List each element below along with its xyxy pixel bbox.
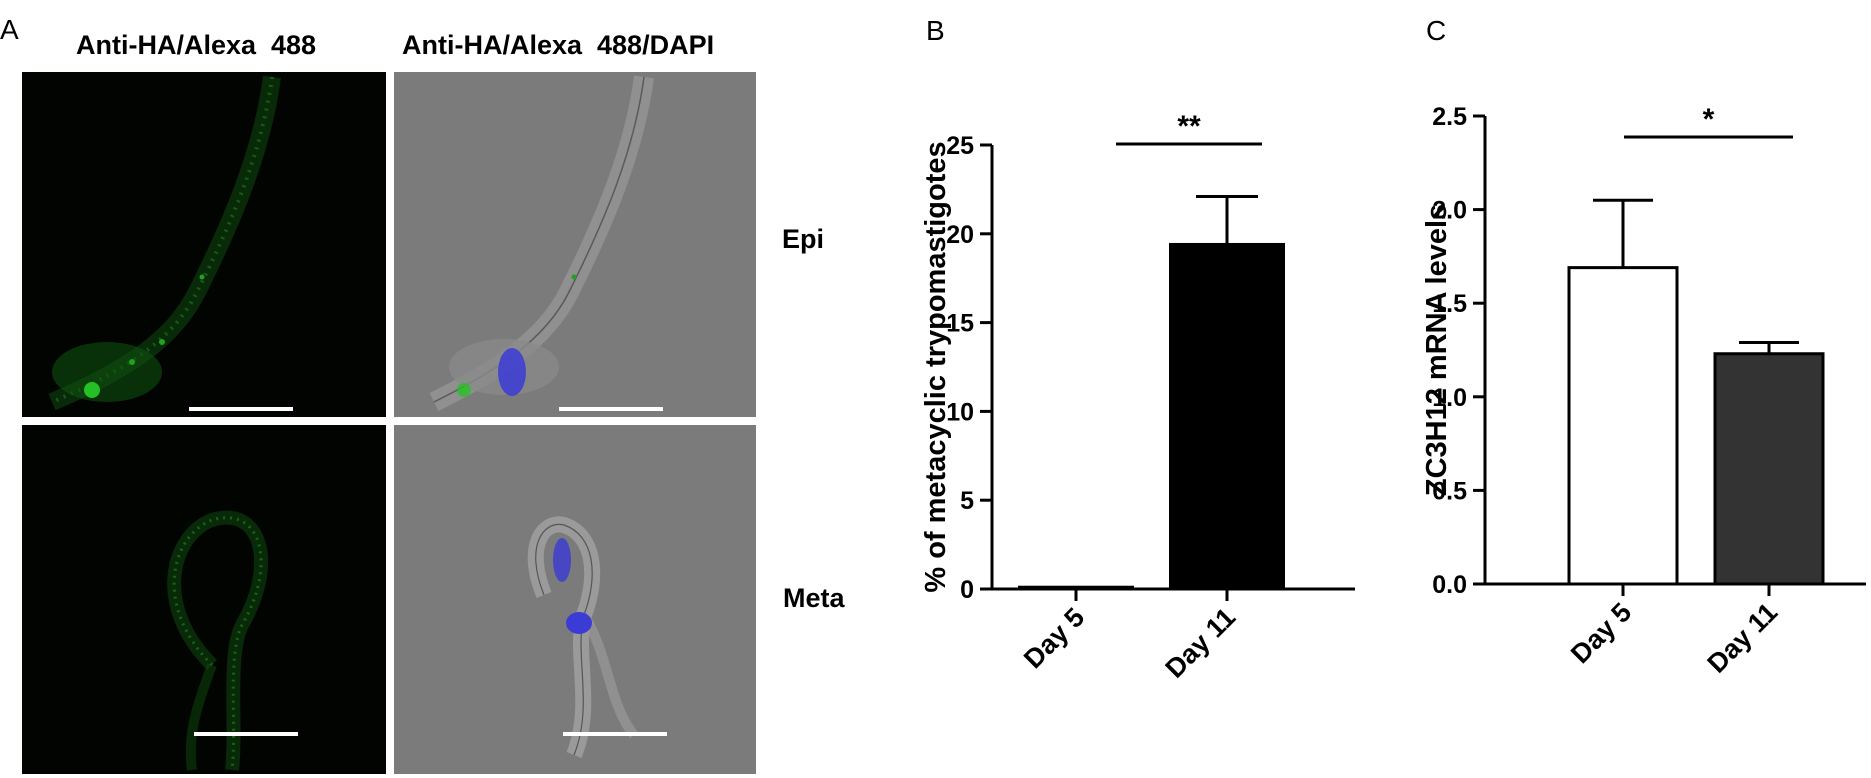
meta-merge-cell: [527, 516, 638, 758]
y-tick-label: 5: [960, 487, 974, 515]
micrograph-epi-fluorescence: [22, 72, 386, 417]
epi-merge-cell: [429, 75, 654, 411]
significance-marker: *: [1703, 103, 1715, 136]
y-axis-label: ZC3H12 mRNA levels: [1421, 204, 1453, 496]
y-tick-label: 25: [946, 132, 974, 160]
bar: [1169, 242, 1285, 591]
scale-bar: [189, 407, 293, 411]
y-tick-label: 20: [946, 221, 974, 249]
row-label-meta: Meta: [783, 583, 845, 613]
y-tick-label: 0: [960, 576, 974, 604]
x-tick-label: Day 5: [1018, 602, 1090, 674]
x-tick-label: Day 5: [1565, 597, 1637, 669]
micrograph-meta-fluorescence: [22, 425, 386, 774]
panel-a-letter: A: [0, 14, 19, 45]
panel-b-letter: B: [926, 15, 945, 46]
scale-bar: [563, 732, 667, 736]
x-tick-label: Day 11: [1702, 597, 1784, 679]
scale-bar: [194, 732, 298, 736]
significance-marker: **: [1177, 110, 1201, 143]
y-tick-label: 2.0: [1432, 197, 1467, 225]
epi-fluorescence-cell: [48, 75, 281, 411]
y-tick-label: 15: [946, 310, 974, 338]
bar: [1567, 266, 1679, 586]
y-axis-label: % of metacyclic trypomastigotes: [920, 141, 952, 592]
y-tick-label: 1.5: [1432, 290, 1467, 318]
y-tick-label: 2.5: [1432, 103, 1467, 131]
x-tick-label: Day 11: [1160, 602, 1242, 684]
meta-fluorescence-cell: [167, 510, 269, 771]
column-header-merge: Anti-HA/Alexa 488/DAPI: [402, 30, 715, 60]
micrograph-epi-merge: [394, 72, 756, 417]
y-tick-label: 10: [946, 398, 974, 426]
chart-c: C 0.0 0.5 1.0 1.5 2.0 2.5 ZC3H12 mRNA levels Da…: [1421, 15, 1866, 679]
panel-c-letter: C: [1426, 15, 1446, 46]
bar: [1713, 352, 1825, 586]
micrograph-meta-merge: [394, 425, 756, 774]
bar: [1018, 585, 1134, 591]
column-header-fluorescence: Anti-HA/Alexa 488: [76, 30, 317, 60]
row-label-epi: Epi: [782, 224, 825, 254]
chart-b: B 0 5 10 15 20 25% of metacyclic trypomastigo…: [920, 15, 1355, 684]
y-tick-label: 0.0: [1432, 571, 1467, 599]
y-tick-label: 0.5: [1432, 477, 1467, 505]
y-tick-label: 1.0: [1432, 384, 1467, 412]
scale-bar: [559, 407, 663, 411]
